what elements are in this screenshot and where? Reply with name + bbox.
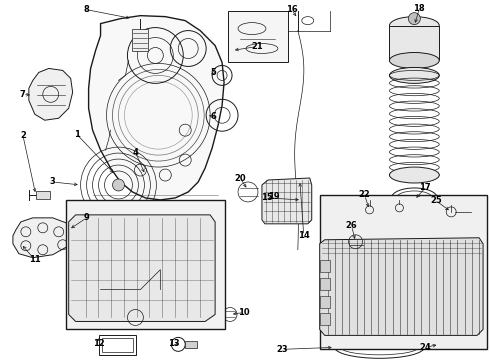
Bar: [319, 195, 487, 349]
Text: 13: 13: [169, 339, 180, 348]
Bar: [66, 200, 225, 329]
Polygon shape: [69, 215, 215, 321]
Text: 10: 10: [238, 308, 250, 317]
Text: 4: 4: [132, 148, 138, 157]
Bar: [228, 11, 288, 62]
Polygon shape: [13, 218, 73, 258]
Bar: [390, 26, 439, 60]
Circle shape: [408, 13, 420, 24]
Text: 20: 20: [234, 174, 246, 183]
Polygon shape: [89, 15, 224, 200]
Polygon shape: [29, 68, 73, 120]
Bar: [98, 336, 136, 355]
Text: 23: 23: [276, 345, 288, 354]
Ellipse shape: [390, 53, 439, 68]
Bar: [101, 338, 133, 352]
Text: 17: 17: [419, 184, 431, 193]
Text: 1: 1: [74, 130, 79, 139]
Text: 9: 9: [84, 213, 90, 222]
Text: 16: 16: [286, 5, 298, 14]
Text: 15: 15: [261, 193, 273, 202]
Ellipse shape: [392, 213, 436, 227]
Bar: [319, 278, 330, 289]
Text: 24: 24: [419, 343, 431, 352]
Text: 14: 14: [298, 231, 310, 240]
Ellipse shape: [390, 67, 439, 84]
Text: 22: 22: [359, 190, 370, 199]
Text: 6: 6: [210, 112, 216, 121]
Text: 18: 18: [414, 4, 425, 13]
Bar: [319, 314, 330, 325]
Text: 12: 12: [93, 339, 104, 348]
Circle shape: [113, 179, 124, 191]
Bar: [319, 296, 330, 307]
Text: 5: 5: [210, 68, 216, 77]
Ellipse shape: [390, 17, 439, 35]
Ellipse shape: [392, 268, 436, 282]
Text: 26: 26: [346, 221, 358, 230]
Bar: [319, 260, 330, 272]
Text: 25: 25: [430, 197, 442, 206]
Text: 19: 19: [268, 193, 280, 202]
Text: 2: 2: [20, 131, 26, 140]
Bar: [392, 220, 436, 275]
Polygon shape: [262, 178, 312, 224]
Ellipse shape: [390, 167, 439, 183]
Text: 11: 11: [29, 255, 41, 264]
Text: 3: 3: [50, 177, 56, 186]
Text: 8: 8: [84, 5, 90, 14]
Polygon shape: [319, 238, 483, 336]
Bar: [185, 341, 197, 348]
Bar: [36, 191, 50, 199]
Polygon shape: [132, 28, 148, 50]
Text: 7: 7: [20, 90, 26, 99]
Text: 21: 21: [251, 42, 263, 51]
